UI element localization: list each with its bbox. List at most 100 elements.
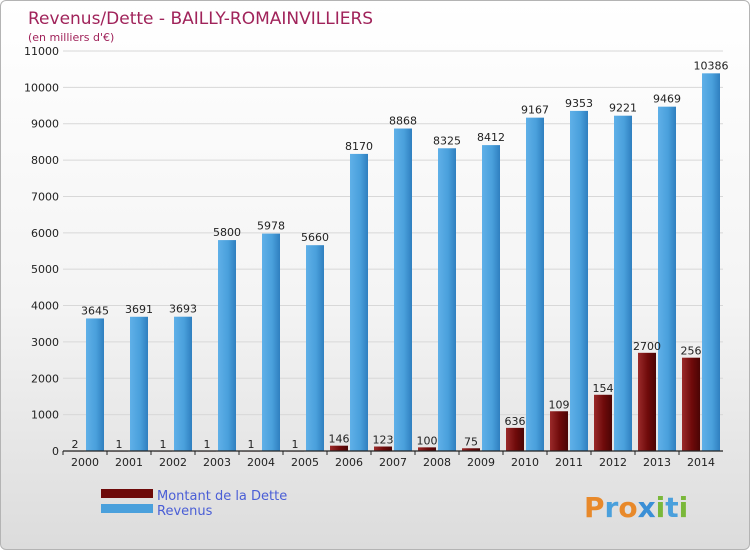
legend-label-debt: Montant de la Dette (157, 489, 287, 504)
bars (66, 73, 720, 452)
x-tick-label-2006: 2006 (335, 456, 363, 469)
data-labels: 2 3645 1 3691 1 3693 1 5800 1 5978 1 5660 146 8170 123… (72, 59, 729, 451)
logo-letter: t (665, 491, 678, 524)
y-tick-label: 4000 (31, 300, 59, 313)
x-tick-label-2005: 2005 (291, 456, 319, 469)
logo-letter: i (656, 491, 666, 524)
logo-letter: P (584, 491, 605, 524)
x-tick-label-2000: 2000 (71, 456, 99, 469)
x-tick-label-2010: 2010 (511, 456, 539, 469)
bar-debt-2014 (682, 357, 700, 451)
logo-text: Proxiti (584, 491, 688, 524)
y-tick-label: 0 (52, 445, 59, 458)
bar-debt-2007 (374, 446, 392, 451)
legend-label-revenue: Revenus (157, 504, 213, 519)
bar-revenue-2003 (218, 240, 236, 451)
bar-revenue-2013 (658, 106, 676, 451)
x-tick-label-2001: 2001 (115, 456, 143, 469)
x-tick-label-2011: 2011 (555, 456, 583, 469)
label-revenue-2011: 9353 (565, 97, 593, 110)
label-debt-2001: 1 (116, 438, 123, 451)
logo-letter: i (679, 491, 689, 524)
x-tick-label-2014: 2014 (687, 456, 715, 469)
label-debt-2010: 636 (505, 415, 526, 428)
bar-revenue-2004 (262, 233, 280, 451)
bar-revenue-2002 (174, 316, 192, 451)
x-tick-label-2002: 2002 (159, 456, 187, 469)
x-tick-label-2004: 2004 (247, 456, 275, 469)
bar-revenue-2005 (306, 245, 324, 451)
label-debt-2003: 1 (204, 438, 211, 451)
label-revenue-2002: 3693 (169, 303, 197, 316)
label-revenue-2003: 5800 (213, 226, 241, 239)
bar-debt-2011 (550, 411, 568, 451)
label-revenue-2012: 9221 (609, 102, 637, 115)
logo-letter: o (618, 491, 637, 524)
label-debt-2002: 1 (160, 438, 167, 451)
y-tick-label: 7000 (31, 190, 59, 203)
chart-subtitle: (en milliers d'€) (28, 31, 114, 44)
x-tick-label-2007: 2007 (379, 456, 407, 469)
bar-revenue-2011 (570, 110, 588, 452)
bar-debt-2010 (506, 427, 524, 451)
label-debt-2009: 75 (464, 435, 478, 448)
label-debt-2011: 109 (549, 398, 570, 411)
label-revenue-2009: 8412 (477, 131, 505, 144)
bar-revenue-2000 (86, 318, 104, 451)
legend: Montant de la Dette Revenus (101, 489, 287, 519)
label-debt-2006: 146 (329, 433, 350, 446)
bar-revenue-2001 (130, 316, 148, 451)
y-tick-label: 3000 (31, 336, 59, 349)
label-revenue-2004: 5978 (257, 220, 285, 233)
proxiti-logo: Proxiti (584, 491, 688, 524)
y-tick-label: 6000 (31, 227, 59, 240)
x-axis-ticks: 2000 2001 2002 2003 2004 2005 2006 2007 2008 2009… (62, 451, 715, 469)
label-revenue-2000: 3645 (81, 304, 109, 317)
legend-swatch-debt (101, 489, 153, 498)
bar-revenue-2010 (526, 117, 544, 452)
chart-title: Revenus/Dette - BAILLY-ROMAINVILLIERS (28, 9, 373, 29)
label-debt-2004: 1 (248, 438, 255, 451)
label-revenue-2010: 9167 (521, 104, 549, 117)
y-tick-label: 11000 (24, 45, 59, 58)
x-tick-label-2012: 2012 (599, 456, 627, 469)
gridlines (63, 50, 723, 452)
legend-swatch-revenue (101, 504, 153, 513)
x-tick-label-2009: 2009 (467, 456, 495, 469)
label-debt-2012: 154 (593, 382, 614, 395)
bar-debt-2009 (462, 448, 480, 451)
y-tick-label: 5000 (31, 263, 59, 276)
label-revenue-2014: 10386 (694, 59, 729, 72)
label-debt-2007: 123 (373, 434, 394, 447)
logo-letter: x (638, 491, 656, 524)
label-revenue-2001: 3691 (125, 303, 153, 316)
bar-revenue-2007 (394, 128, 412, 451)
label-debt-2000: 2 (72, 438, 79, 451)
y-tick-label: 8000 (31, 154, 59, 167)
label-revenue-2013: 9469 (653, 93, 681, 106)
label-debt-2005: 1 (292, 438, 299, 451)
x-tick-label-2013: 2013 (643, 456, 671, 469)
bar-debt-2012 (594, 394, 612, 451)
logo-letter: r (605, 491, 619, 524)
bar-debt-2008 (418, 447, 436, 451)
label-revenue-2005: 5660 (301, 231, 329, 244)
y-tick-label: 1000 (31, 409, 59, 422)
y-axis-ticks: 0 1000 2000 3000 4000 5000 6000 7000 8000 9000 100… (24, 45, 59, 458)
y-tick-label: 9000 (31, 118, 59, 131)
bar-debt-2006 (330, 445, 348, 451)
label-debt-2013: 2700 (633, 340, 661, 353)
label-debt-2014: 256 (681, 345, 702, 358)
label-debt-2008: 100 (417, 434, 438, 447)
x-tick-label-2003: 2003 (203, 456, 231, 469)
label-revenue-2007: 8868 (389, 115, 417, 128)
bar-revenue-2014 (702, 73, 720, 451)
bar-revenue-2012 (614, 115, 632, 451)
bar-revenue-2006 (350, 153, 368, 451)
y-tick-label: 2000 (31, 372, 59, 385)
bar-revenue-2008 (438, 148, 456, 452)
y-tick-label: 10000 (24, 81, 59, 94)
label-revenue-2008: 8325 (433, 134, 461, 147)
